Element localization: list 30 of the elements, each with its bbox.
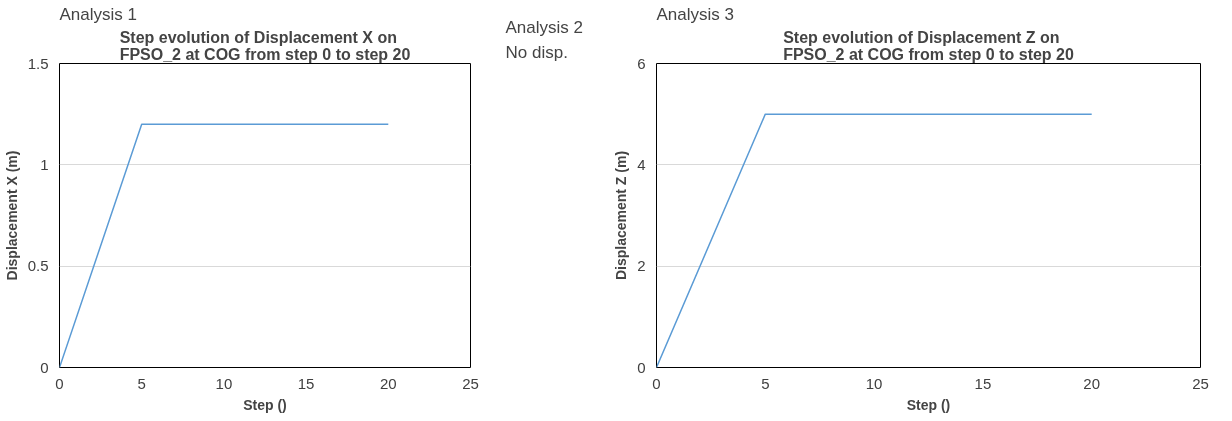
- x-tick-label: 25: [462, 374, 479, 392]
- y-tick-label: 1.5: [27, 54, 49, 72]
- y-tick-label: 1: [40, 155, 49, 173]
- text: Analysis 1: [59, 4, 137, 24]
- x-tick-label: 20: [379, 374, 397, 392]
- y-tick-label: 6: [637, 54, 646, 72]
- x-tick-label: 15: [297, 374, 315, 392]
- x-tick-label: 0: [652, 374, 661, 392]
- text: No disp.: [505, 42, 568, 62]
- x-tick-label: 10: [215, 374, 233, 392]
- y-tick-label: 0: [40, 358, 49, 376]
- chart-title: Step evolution of Displacement Z on FPSO_2 at COG from step 0 to step 20: [783, 28, 1074, 63]
- x-tick-label: 15: [974, 374, 992, 392]
- chart-title: Step evolution of Displacement X on FPSO_2 at COG from step 0 to step 20: [119, 28, 411, 63]
- y-tick-label: 4: [637, 155, 646, 173]
- text: Analysis 2: [505, 17, 583, 37]
- y-tick-label: 2: [637, 257, 646, 275]
- x-axis-title: Step (): [906, 396, 951, 413]
- x-tick-label: 10: [865, 374, 883, 392]
- x-axis-title: Step (): [243, 396, 287, 413]
- y-axis-title: Displacement Z (m): [613, 150, 630, 281]
- x-tick-label: 20: [1083, 374, 1101, 392]
- x-tick-label: 0: [55, 374, 64, 392]
- x-tick-label: 5: [137, 374, 146, 392]
- y-axis-title: Displacement X (m): [3, 150, 20, 281]
- y-tick-label: 0.5: [27, 257, 49, 275]
- text: Analysis 3: [656, 4, 734, 24]
- x-tick-label: 5: [761, 374, 770, 392]
- y-tick-label: 0: [637, 358, 646, 376]
- x-tick-label: 25: [1192, 374, 1209, 392]
